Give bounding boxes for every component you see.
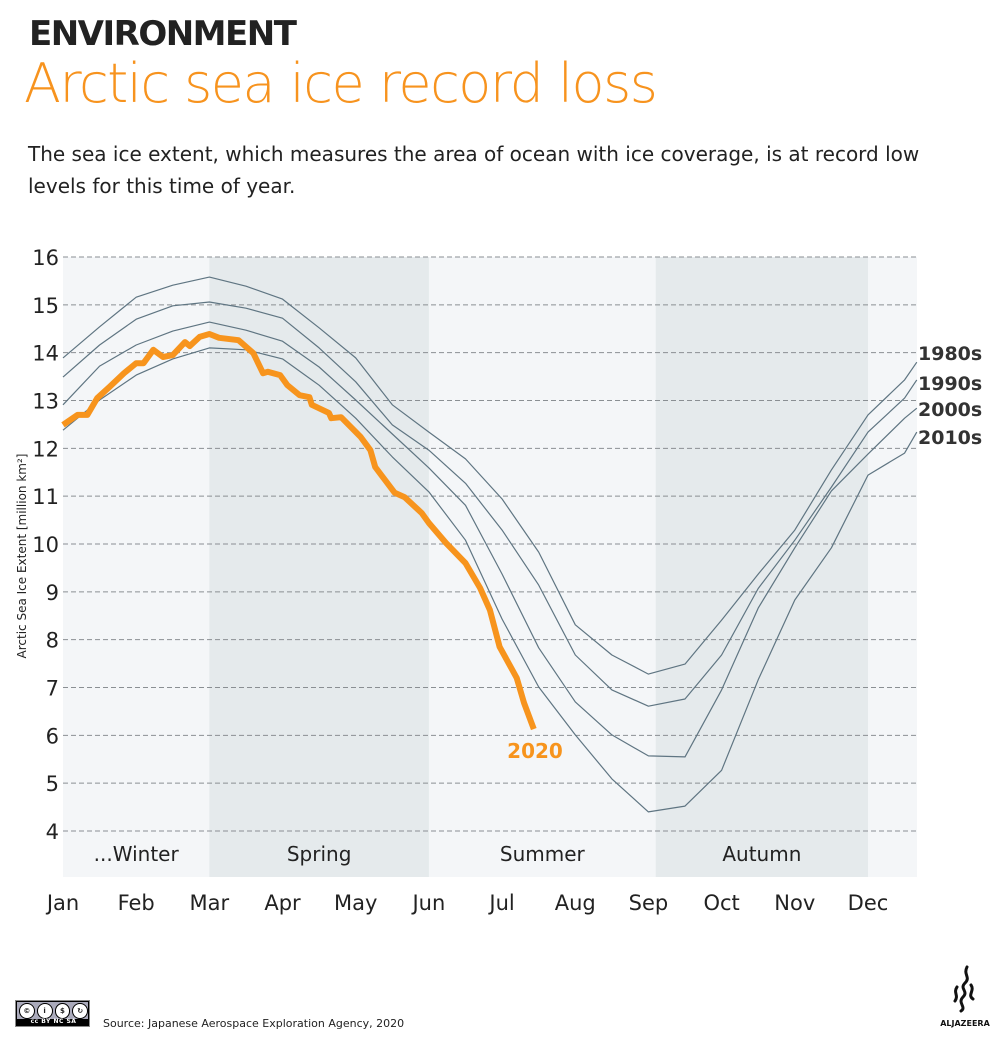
x-tick-label: Sep — [629, 891, 669, 915]
section-kicker: ENVIRONMENT — [29, 14, 297, 54]
y-tick-label: 15 — [32, 294, 59, 318]
series-line-1990s — [62, 301, 918, 707]
x-tick-label: Apr — [264, 891, 301, 915]
series-label: 2000s — [918, 399, 982, 421]
x-tick-label: Feb — [118, 891, 155, 915]
y-tick-label: 13 — [32, 390, 59, 414]
y-tick-label: 14 — [32, 342, 59, 366]
by-icon: i — [36, 1002, 53, 1019]
y-axis-label: Arctic Sea Ice Extent [million km²] — [15, 454, 29, 659]
y-tick-label: 7 — [46, 677, 59, 701]
y-tick-label: 16 — [32, 246, 59, 270]
season-band — [655, 257, 868, 877]
y-tick-label: 9 — [46, 581, 59, 605]
x-tick-label: Aug — [555, 891, 596, 915]
aljazeera-logo: ALJAZEERA — [935, 965, 995, 1028]
y-tick-label: 6 — [46, 724, 59, 748]
x-tick-label: Jul — [487, 891, 514, 915]
y-tick-label: 5 — [46, 772, 59, 796]
y-tick-label: 8 — [46, 629, 59, 653]
series-line-2020 — [61, 331, 537, 731]
source-note: Source: Japanese Aerospace Exploration A… — [103, 1017, 405, 1030]
series-line-1980s — [62, 276, 918, 675]
season-band — [209, 257, 429, 877]
y-tick-label: 12 — [32, 437, 59, 461]
x-tick-label: Dec — [848, 891, 889, 915]
series-label: 1990s — [918, 373, 982, 395]
sa-icon: ↻ — [72, 1002, 88, 1019]
series-line-2010s — [62, 347, 918, 813]
y-tick-label: 11 — [32, 485, 59, 509]
y-tick-label: 4 — [46, 820, 59, 844]
sea-ice-chart: ...Winter Spring Summer Autumn 4 5 6 7 8 9 10 11 12 1… — [15, 246, 982, 915]
x-tick-label: Mar — [190, 891, 230, 915]
x-tick-label: Jan — [45, 891, 79, 915]
series-label: 1980s — [918, 343, 982, 365]
page-title: Arctic sea ice record loss — [24, 52, 658, 115]
nc-icon: $ — [54, 1002, 71, 1019]
cc-icon: © — [19, 1002, 35, 1019]
series-label: 2010s — [918, 427, 982, 449]
season-label: Autumn — [722, 842, 801, 866]
x-tick-label: Nov — [774, 891, 815, 915]
y-tick-label: 10 — [32, 533, 59, 557]
series-label: 2020 — [507, 739, 563, 763]
x-tick-label: Jun — [410, 891, 445, 915]
season-label: ...Winter — [94, 842, 180, 866]
cc-license-badge[interactable]: © i $ ↻ cc BY NC SA — [15, 1000, 90, 1027]
aljazeera-emblem-icon — [953, 965, 975, 1013]
series-line-2000s — [62, 321, 918, 758]
x-tick-label: Oct — [703, 891, 739, 915]
x-tick-label: May — [334, 891, 377, 915]
subtitle: The sea ice extent, which measures the a… — [28, 142, 920, 198]
season-label: Summer — [500, 842, 586, 866]
cc-badge-text: cc BY NC SA — [30, 1018, 77, 1025]
season-label: Spring — [287, 842, 352, 866]
logo-wordmark: ALJAZEERA — [940, 1019, 990, 1028]
